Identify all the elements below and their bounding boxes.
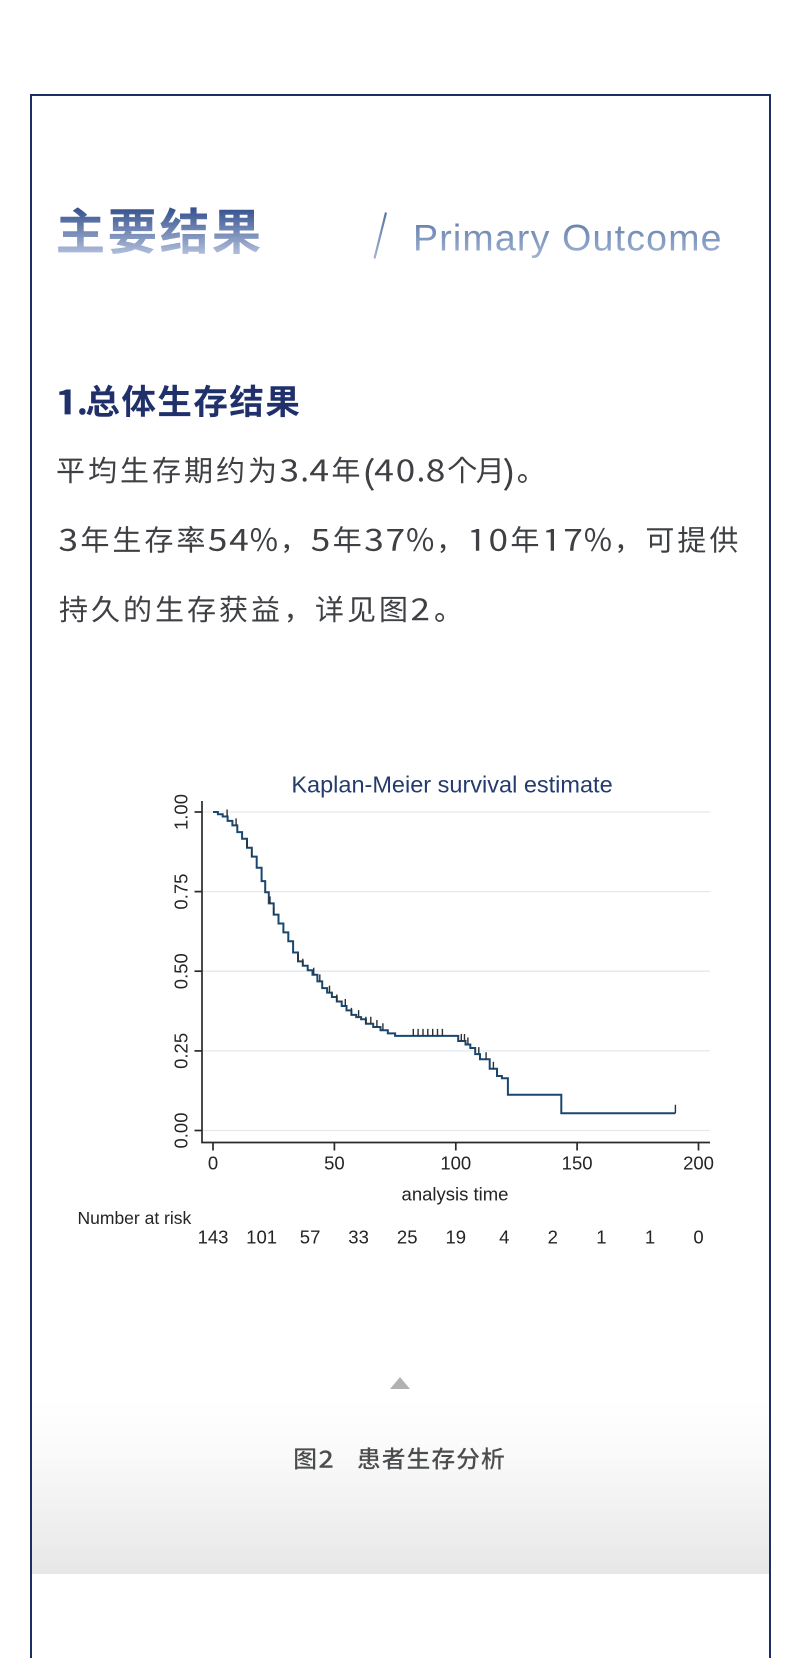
svg-text:1: 1 (596, 1227, 606, 1248)
svg-text:19: 19 (446, 1227, 467, 1248)
svg-text:0.75: 0.75 (171, 874, 192, 910)
svg-text:50: 50 (324, 1153, 345, 1174)
svg-text:0.50: 0.50 (171, 953, 192, 989)
svg-text:100: 100 (440, 1153, 471, 1174)
svg-text:200: 200 (683, 1153, 714, 1174)
svg-text:1.00: 1.00 (171, 794, 192, 830)
svg-text:0: 0 (693, 1227, 703, 1248)
svg-text:101: 101 (246, 1227, 277, 1248)
svg-text:0: 0 (208, 1153, 218, 1174)
svg-text:33: 33 (348, 1227, 369, 1248)
svg-text:150: 150 (562, 1153, 593, 1174)
svg-text:analysis time: analysis time (402, 1184, 509, 1205)
svg-text:Kaplan-Meier survival estimate: Kaplan-Meier survival estimate (291, 772, 612, 798)
svg-text:0.00: 0.00 (171, 1112, 192, 1148)
svg-text:1: 1 (645, 1227, 655, 1248)
svg-text:25: 25 (397, 1227, 418, 1248)
svg-text:143: 143 (198, 1227, 229, 1248)
svg-text:0.25: 0.25 (171, 1033, 192, 1069)
svg-text:Number at risk: Number at risk (78, 1208, 192, 1228)
svg-text:4: 4 (499, 1227, 509, 1248)
svg-text:Primary Outcome: Primary Outcome (413, 217, 723, 259)
svg-text:57: 57 (300, 1227, 321, 1248)
svg-text:2: 2 (548, 1227, 558, 1248)
